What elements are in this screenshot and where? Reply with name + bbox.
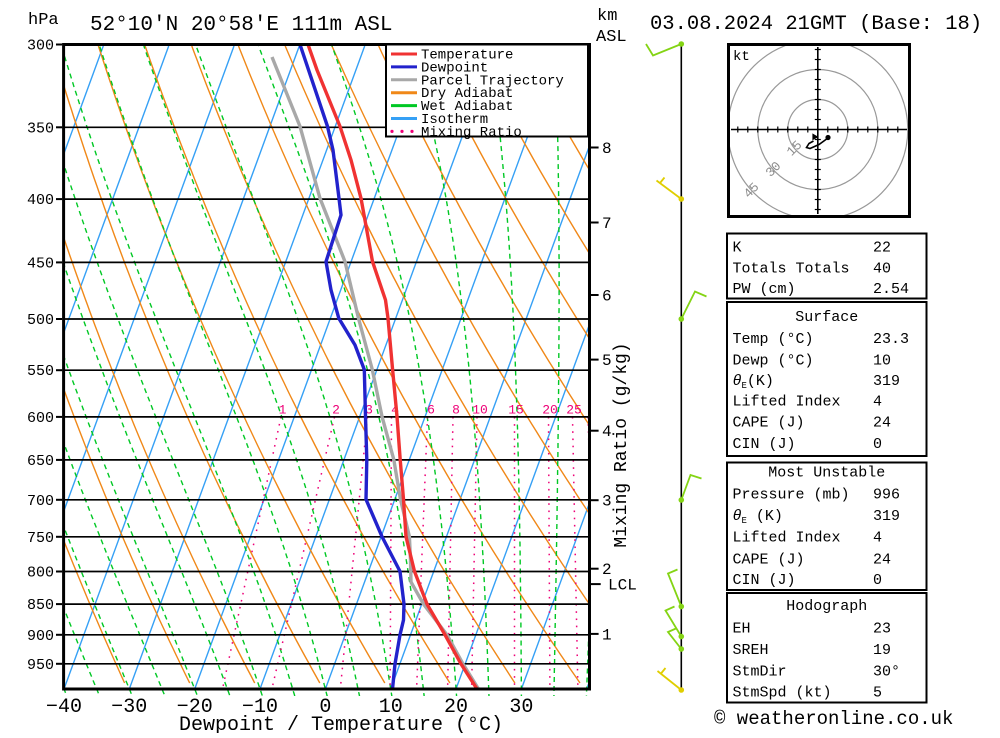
svg-text:CIN (J): CIN (J): [733, 436, 796, 453]
svg-text:Mixing Ratio (g/kg): Mixing Ratio (g/kg): [612, 342, 632, 547]
svg-text:550: 550: [27, 363, 54, 380]
svg-text:800: 800: [27, 565, 54, 582]
svg-text:LCL: LCL: [608, 577, 637, 595]
svg-text:4: 4: [602, 423, 612, 441]
svg-text:2: 2: [602, 561, 612, 579]
svg-text:23: 23: [873, 621, 891, 638]
svg-text:StmSpd (kt): StmSpd (kt): [733, 685, 832, 702]
svg-text:600: 600: [27, 410, 54, 427]
svg-text:Lifted Index: Lifted Index: [733, 530, 841, 547]
svg-text:StmDir: StmDir: [733, 664, 787, 681]
svg-text:4: 4: [873, 393, 882, 410]
svg-text:900: 900: [27, 628, 54, 645]
svg-text:23.3: 23.3: [873, 331, 909, 348]
svg-text:450: 450: [27, 255, 54, 272]
svg-text:30: 30: [509, 696, 533, 719]
svg-text:ASL: ASL: [596, 28, 627, 47]
svg-text:0: 0: [319, 696, 331, 719]
svg-text:−20: −20: [177, 696, 213, 719]
svg-text:400: 400: [27, 192, 54, 209]
svg-text:2.54: 2.54: [873, 281, 909, 298]
svg-text:650: 650: [27, 453, 54, 470]
svg-text:hPa: hPa: [28, 11, 59, 30]
svg-text:850: 850: [27, 597, 54, 614]
svg-text:−10: −10: [242, 696, 278, 719]
svg-text:8: 8: [602, 140, 612, 158]
svg-text:500: 500: [27, 312, 54, 329]
svg-text:4: 4: [873, 530, 882, 547]
svg-text:10: 10: [873, 352, 891, 369]
svg-text:30°: 30°: [873, 664, 900, 681]
svg-text:3: 3: [602, 493, 612, 511]
svg-text:θE(K): θE(K): [733, 373, 774, 391]
svg-text:EH: EH: [733, 621, 751, 638]
svg-text:1: 1: [279, 403, 287, 418]
svg-text:300: 300: [27, 38, 54, 55]
svg-text:40: 40: [873, 261, 891, 278]
svg-text:3: 3: [365, 403, 373, 418]
svg-text:10: 10: [472, 403, 488, 418]
svg-text:CAPE (J): CAPE (J): [733, 552, 805, 569]
svg-text:5: 5: [602, 352, 612, 370]
svg-text:19: 19: [873, 642, 891, 659]
svg-text:24: 24: [873, 552, 891, 569]
svg-text:Temp (°C): Temp (°C): [733, 331, 814, 348]
svg-text:20: 20: [444, 696, 468, 719]
svg-text:700: 700: [27, 493, 54, 510]
svg-text:PW (cm): PW (cm): [733, 281, 796, 298]
svg-text:CIN (J): CIN (J): [733, 572, 796, 589]
svg-text:kt: kt: [733, 49, 750, 65]
svg-text:5: 5: [873, 685, 882, 702]
svg-text:Isotherm: Isotherm: [421, 112, 488, 128]
svg-text:Surface: Surface: [795, 309, 858, 326]
svg-text:Totals Totals: Totals Totals: [733, 261, 850, 278]
svg-text:2: 2: [332, 403, 340, 418]
svg-text:SREH: SREH: [733, 642, 769, 659]
svg-text:15: 15: [508, 403, 524, 418]
svg-text:−40: −40: [46, 696, 82, 719]
svg-text:24: 24: [873, 415, 891, 432]
svg-text:350: 350: [27, 120, 54, 137]
svg-text:950: 950: [27, 657, 54, 674]
svg-text:22: 22: [873, 240, 891, 257]
svg-text:0: 0: [873, 436, 882, 453]
svg-text:1: 1: [602, 626, 612, 644]
svg-text:52°10'N 20°58'E 111m ASL: 52°10'N 20°58'E 111m ASL: [90, 14, 392, 37]
svg-text:km: km: [597, 7, 617, 26]
svg-text:Mixing Ratio: Mixing Ratio: [421, 125, 522, 141]
svg-text:6: 6: [427, 403, 435, 418]
svg-text:Most Unstable: Most Unstable: [768, 465, 885, 482]
svg-text:CAPE (J): CAPE (J): [733, 415, 805, 432]
svg-text:8: 8: [452, 403, 460, 418]
svg-text:Temperature: Temperature: [421, 48, 513, 64]
svg-text:θE (K): θE (K): [733, 508, 783, 526]
svg-text:Parcel Trajectory: Parcel Trajectory: [421, 73, 564, 89]
svg-text:Hodograph: Hodograph: [786, 598, 867, 615]
svg-text:K: K: [733, 240, 742, 257]
svg-text:Dry Adiabat: Dry Adiabat: [421, 86, 513, 102]
svg-text:25: 25: [566, 403, 582, 418]
svg-text:Pressure (mb): Pressure (mb): [733, 487, 850, 504]
svg-text:20: 20: [542, 403, 558, 418]
svg-text:Lifted Index: Lifted Index: [733, 393, 841, 410]
svg-text:Dewpoint: Dewpoint: [421, 60, 488, 76]
svg-text:03.08.2024 21GMT (Base: 18): 03.08.2024 21GMT (Base: 18): [650, 13, 982, 36]
svg-text:© weatheronline.co.uk: © weatheronline.co.uk: [714, 708, 953, 730]
svg-text:750: 750: [27, 530, 54, 547]
svg-text:319: 319: [873, 373, 900, 390]
svg-text:0: 0: [873, 572, 882, 589]
svg-text:Dewp (°C): Dewp (°C): [733, 352, 814, 369]
svg-text:7: 7: [602, 215, 612, 233]
svg-text:6: 6: [602, 288, 612, 306]
svg-text:Wet Adiabat: Wet Adiabat: [421, 99, 513, 115]
svg-text:319: 319: [873, 508, 900, 525]
svg-text:Dewpoint / Temperature (°C): Dewpoint / Temperature (°C): [179, 714, 503, 733]
svg-text:10: 10: [379, 696, 403, 719]
svg-text:996: 996: [873, 487, 900, 504]
svg-text:−30: −30: [111, 696, 147, 719]
